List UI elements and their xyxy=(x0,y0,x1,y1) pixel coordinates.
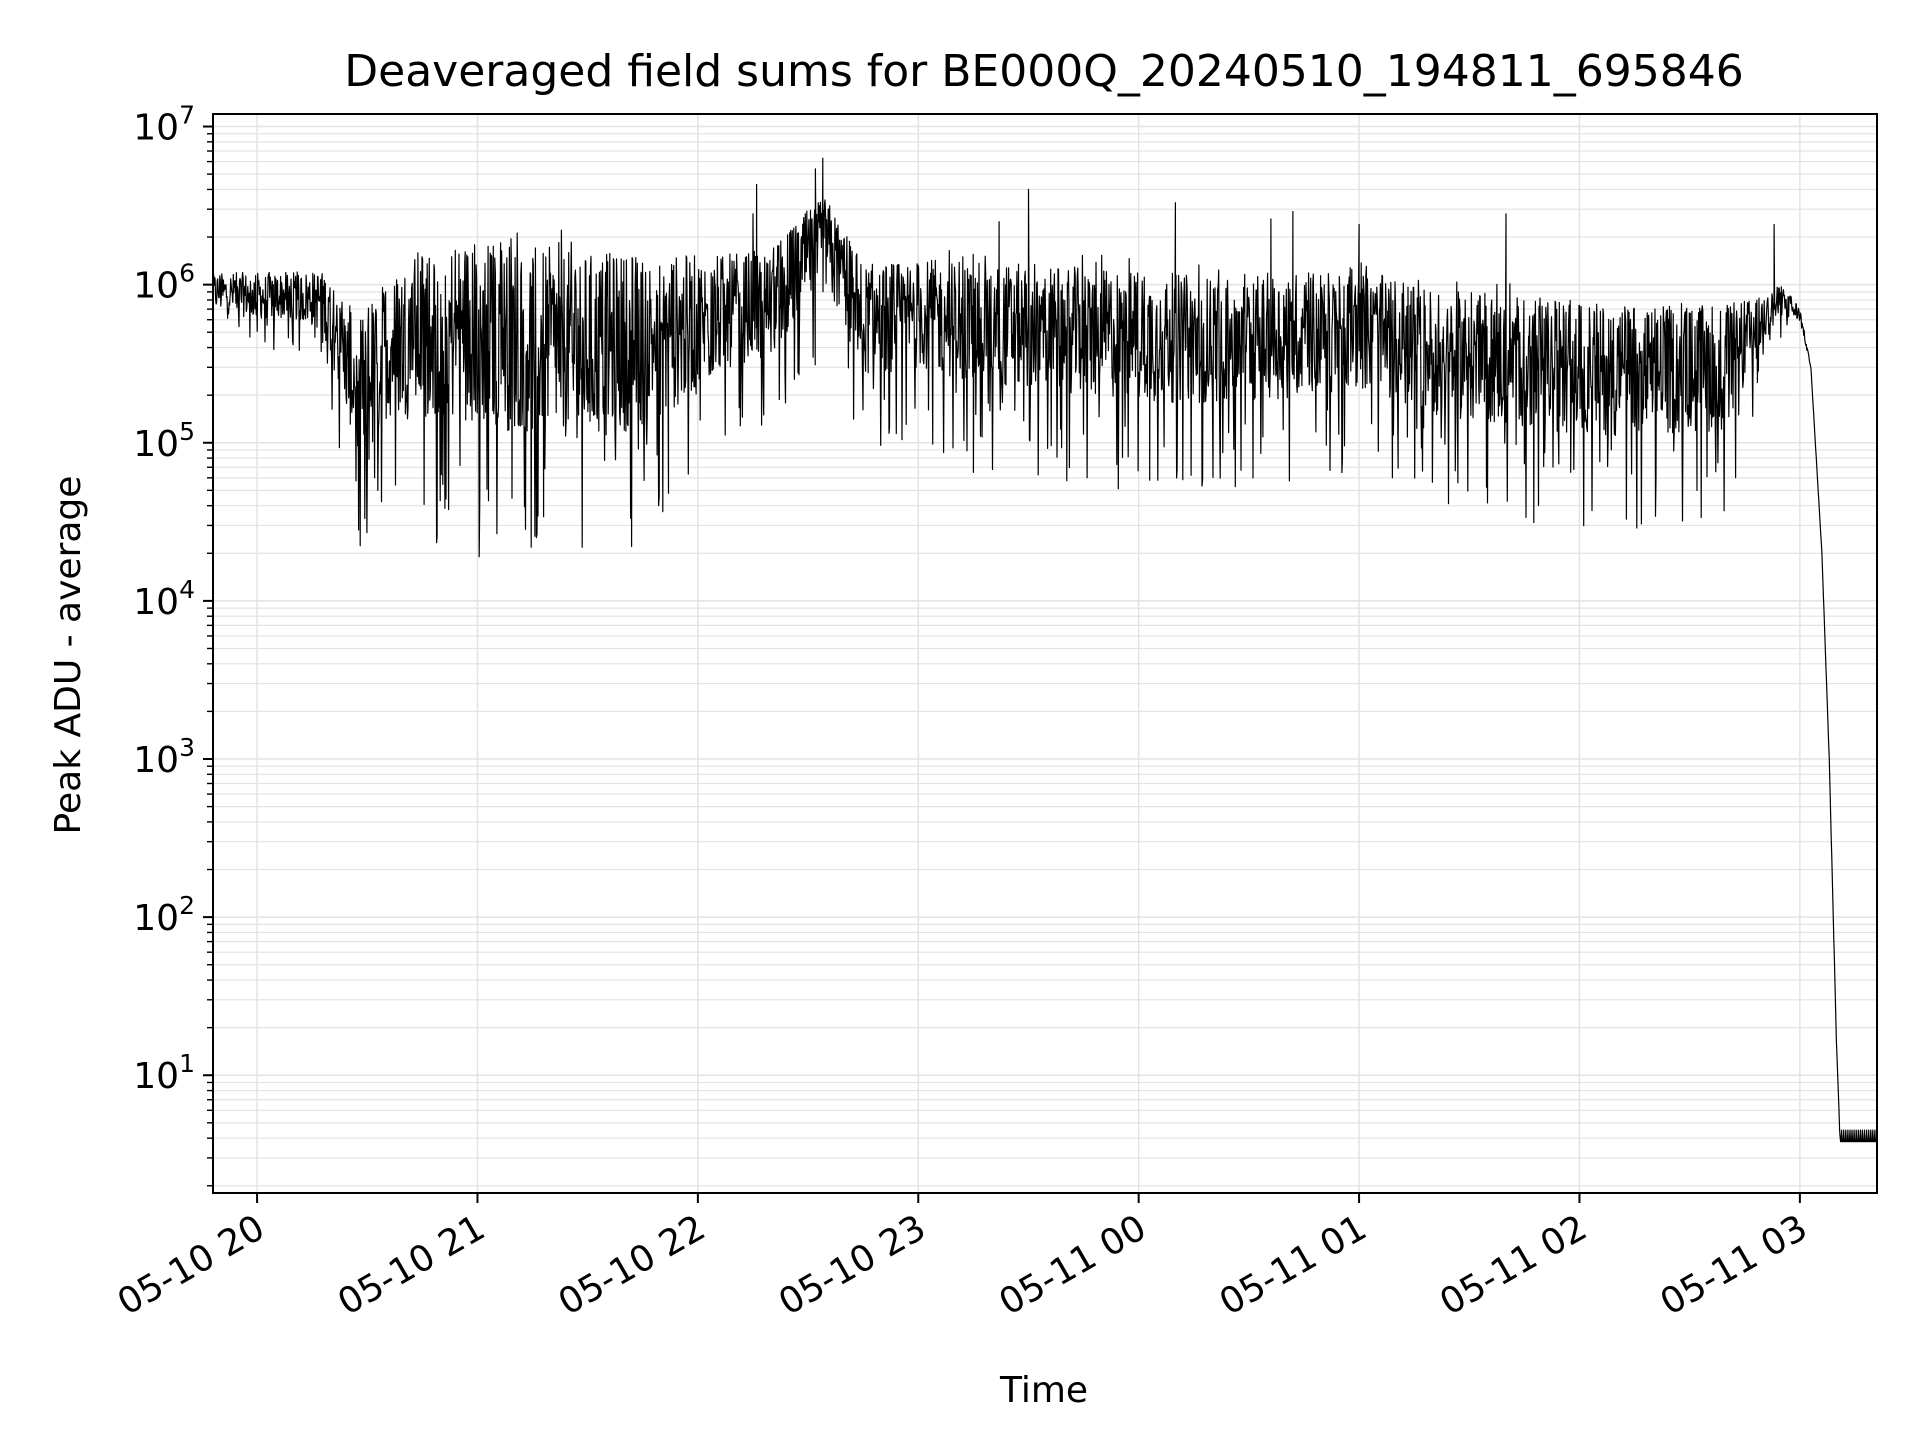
series-line xyxy=(212,157,1878,1143)
y-tick-label: 106 xyxy=(133,259,195,307)
chart-title: Deaveraged field sums for BE000Q_2024051… xyxy=(344,46,1743,97)
series-layer xyxy=(212,157,1878,1143)
plot-frame xyxy=(212,113,1878,1194)
y-tick-label: 101 xyxy=(133,1049,195,1097)
y-tick-label: 102 xyxy=(133,891,195,939)
y-axis-label: Peak ADU - average xyxy=(48,476,89,835)
y-tick-label: 104 xyxy=(133,575,195,623)
x-axis-label: Time xyxy=(999,1370,1088,1411)
y-tick-label: 107 xyxy=(133,101,195,149)
y-tick-label: 105 xyxy=(133,417,195,465)
y-tick-label: 103 xyxy=(133,733,195,781)
